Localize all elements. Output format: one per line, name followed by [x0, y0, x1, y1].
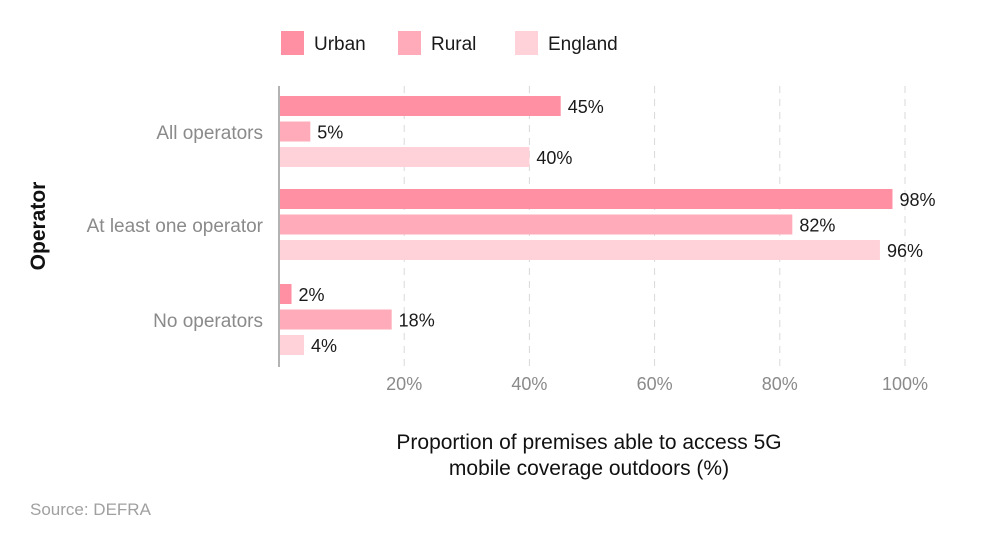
bar-no-operators-urban: [280, 284, 292, 304]
data-label-at-least-one-operator-urban: 98%: [899, 190, 935, 210]
gridlines: [403, 86, 906, 367]
legend-swatch-urban: [281, 31, 304, 55]
bar-at-least-one-operator-urban: [280, 189, 893, 209]
data-label-no-operators-england: 4%: [311, 336, 337, 356]
legend-swatch-rural: [398, 31, 421, 55]
data-labels: 45% 5% 40% 98% 82% 96% 2% 18% 4%: [299, 97, 936, 356]
bars: [280, 96, 893, 355]
bar-at-least-one-operator-rural: [280, 214, 793, 235]
data-label-all-operators-urban: 45%: [568, 97, 604, 117]
bar-all-operators-rural: [280, 121, 311, 142]
data-label-all-operators-england: 40%: [536, 148, 572, 168]
x-tick-label: 100%: [882, 374, 928, 394]
x-tick-labels: 20% 40% 60% 80% 100%: [386, 374, 928, 394]
legend-label-urban: Urban: [314, 34, 366, 55]
bar-no-operators-rural: [280, 309, 392, 330]
x-tick-label: 40%: [511, 374, 547, 394]
legend: Urban Rural England: [281, 31, 618, 55]
category-label-at-least-one-operator: At least one operator: [87, 216, 264, 237]
x-tick-label: 20%: [386, 374, 422, 394]
x-axis-title-line-1: Proportion of premises able to access 5G: [396, 431, 781, 454]
data-label-no-operators-urban: 2%: [299, 285, 325, 305]
data-label-all-operators-rural: 5%: [317, 123, 343, 143]
x-tick-label: 80%: [762, 374, 798, 394]
category-label-all-operators: All operators: [156, 123, 263, 144]
category-labels: All operators At least one operator No ope…: [87, 123, 264, 332]
bar-all-operators-urban: [280, 96, 561, 116]
category-label-no-operators: No operators: [153, 311, 263, 332]
legend-label-england: England: [548, 34, 618, 55]
x-tick-label: 60%: [637, 374, 673, 394]
y-axis-title: Operator: [27, 182, 50, 271]
source-note: Source: DEFRA: [30, 500, 152, 519]
data-label-no-operators-rural: 18%: [399, 311, 435, 331]
data-label-at-least-one-operator-rural: 82%: [799, 216, 835, 236]
x-axis-title-line-2: mobile coverage outdoors (%): [449, 457, 729, 480]
legend-swatch-england: [515, 31, 538, 55]
bar-all-operators-england: [280, 147, 530, 167]
bar-at-least-one-operator-england: [280, 240, 880, 260]
legend-label-rural: Rural: [431, 34, 476, 55]
data-label-at-least-one-operator-england: 96%: [887, 241, 923, 261]
bar-no-operators-england: [280, 335, 305, 355]
